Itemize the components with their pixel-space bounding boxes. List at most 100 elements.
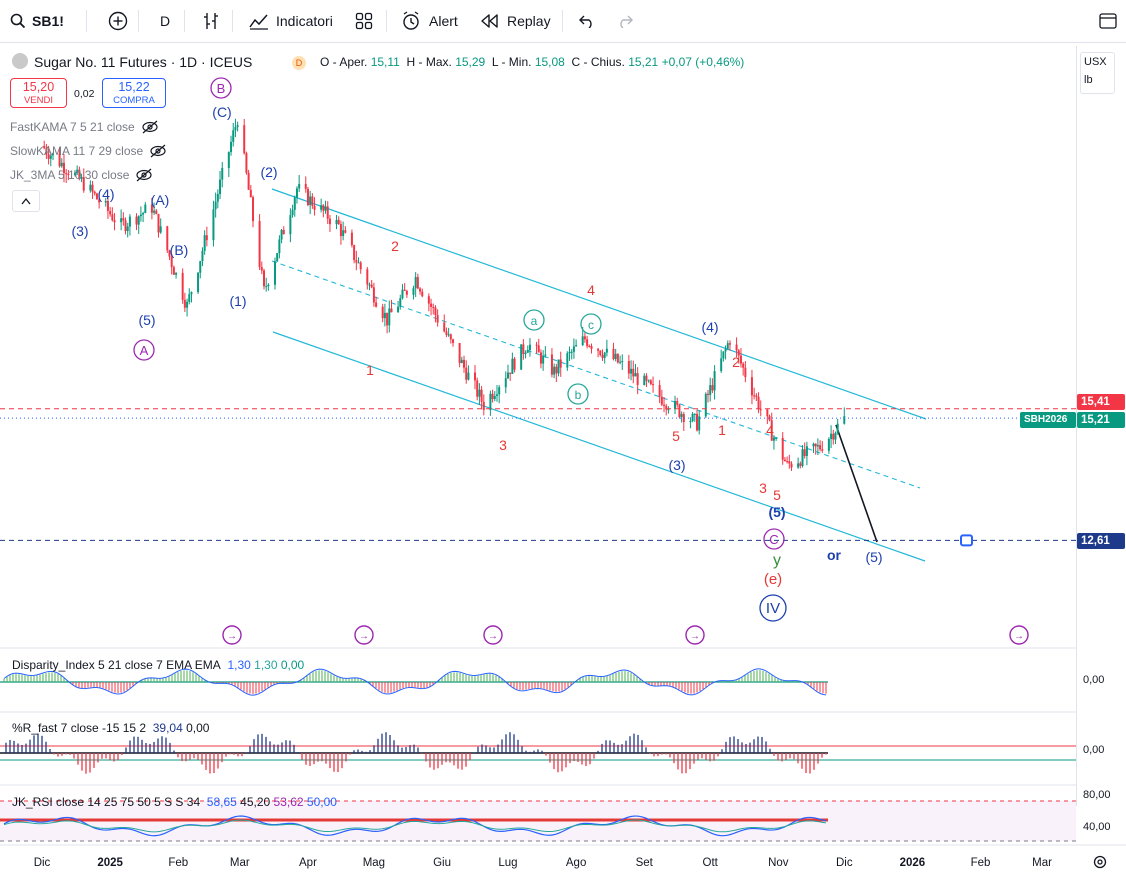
- line-handle[interactable]: [960, 534, 973, 547]
- wave-label: (3): [71, 223, 88, 239]
- candle-body: [245, 153, 248, 173]
- indicator-row-jk3ma[interactable]: JK_3MA 5 10 30 close: [10, 168, 153, 182]
- last-price-tag: 15,21: [1077, 412, 1125, 428]
- alert-button[interactable]: Alert: [401, 0, 458, 42]
- candle-body: [770, 420, 773, 441]
- candle-body: [458, 342, 461, 364]
- candle-body: [135, 216, 138, 225]
- buy-button[interactable]: 15,22 COMPRA: [102, 78, 166, 108]
- candle-body: [82, 177, 85, 191]
- interval-button[interactable]: D: [160, 0, 170, 42]
- candle-body: [616, 353, 619, 363]
- event-marker-icon[interactable]: [354, 625, 374, 645]
- wave-label: (5): [768, 504, 785, 520]
- channel-upper-line[interactable]: [271, 188, 927, 420]
- candle-body: [570, 351, 573, 353]
- candle-body: [282, 229, 285, 235]
- compare-symbol-button[interactable]: [108, 0, 128, 42]
- indicator-row-slowkama[interactable]: SlowKAMA 11 7 29 close: [10, 144, 167, 158]
- candle-body: [627, 361, 630, 374]
- disparity-value-2: 1,30: [254, 658, 278, 672]
- fullscreen-button[interactable]: [1098, 0, 1118, 42]
- candle-body: [166, 226, 169, 251]
- time-tick-label: Mar: [230, 857, 250, 869]
- eye-hidden-icon[interactable]: [141, 120, 159, 134]
- candle-body: [412, 288, 415, 295]
- candle-body: [236, 125, 239, 128]
- candle-body: [803, 449, 806, 456]
- time-tick-label: 2026: [900, 857, 926, 869]
- chart-type-button[interactable]: [202, 0, 220, 42]
- candle-body: [45, 148, 48, 155]
- eye-hidden-icon[interactable]: [135, 168, 153, 182]
- time-tick-label: Ago: [566, 857, 586, 869]
- currency-unit: USX: [1084, 56, 1107, 68]
- candle-body: [834, 432, 837, 440]
- ohlc-values: O - Aper. 15,11 H - Max. 15,29 L - Min. …: [320, 55, 744, 69]
- candle-body: [243, 125, 246, 154]
- rsi-value-1: 58,65: [206, 795, 237, 809]
- layouts-button[interactable]: [355, 0, 373, 42]
- indicator-label: FastKAMA 7 5 21 close: [10, 120, 135, 134]
- candle-body: [98, 199, 101, 203]
- candle-body: [652, 384, 655, 386]
- event-marker-icon[interactable]: [685, 625, 705, 645]
- candle-body: [313, 205, 316, 210]
- candle-body: [678, 404, 681, 417]
- event-marker-icon[interactable]: [222, 625, 242, 645]
- sell-button[interactable]: 15,20 VENDI: [10, 78, 67, 108]
- candle-body: [172, 267, 175, 275]
- candle-body: [509, 372, 512, 374]
- candle-body: [328, 218, 331, 225]
- wave-label: (4): [701, 319, 718, 335]
- redo-button[interactable]: [616, 0, 634, 42]
- candle-body: [67, 174, 70, 176]
- candle-body: [51, 153, 54, 156]
- undo-button[interactable]: [578, 0, 596, 42]
- candle-body: [230, 141, 233, 153]
- candle-body: [696, 413, 699, 431]
- candle-body: [674, 401, 677, 410]
- rsi-value-2: 45,20: [240, 795, 271, 809]
- candle-body: [324, 206, 327, 211]
- projection-line[interactable]: [835, 424, 878, 543]
- candle-body: [504, 378, 507, 388]
- collapse-legend-button[interactable]: [12, 190, 40, 212]
- candle-body: [737, 350, 740, 356]
- channel-mid-line[interactable]: [271, 260, 921, 489]
- candle-body: [630, 368, 633, 374]
- candle-body: [386, 312, 389, 326]
- event-marker-icon[interactable]: [483, 625, 503, 645]
- candle-body: [372, 287, 375, 303]
- change-value: +0,07 (+0,46%): [661, 55, 745, 69]
- indicators-button[interactable]: Indicatori: [249, 0, 333, 42]
- redo-icon: [620, 15, 633, 28]
- currency-unit-selector[interactable]: USX lb: [1080, 52, 1115, 94]
- symbol-search-button[interactable]: SB1!: [10, 0, 64, 42]
- event-marker-icon[interactable]: [1009, 625, 1029, 645]
- high-label: H - Max.: [406, 55, 452, 69]
- chart-settings-button[interactable]: [1092, 854, 1108, 875]
- candle-body: [175, 272, 178, 275]
- candle-body: [434, 307, 437, 316]
- candle-body: [520, 344, 523, 370]
- toolbar-divider: [138, 10, 139, 32]
- toolbar-divider: [562, 10, 563, 32]
- time-tick-label: Lug: [498, 857, 517, 869]
- eye-hidden-icon[interactable]: [149, 144, 167, 158]
- low-value: 15,08: [534, 55, 565, 69]
- candle-body: [73, 172, 76, 175]
- toolbar-divider: [386, 10, 387, 32]
- candle-body: [150, 204, 153, 213]
- channel-lower-line[interactable]: [272, 331, 926, 562]
- candle-body: [599, 350, 602, 355]
- willr-pane-label: %R_fast 7 close -15 15 2 39,04 0,00: [12, 721, 209, 735]
- candle-body: [311, 196, 314, 206]
- chevron-up-icon: [21, 197, 31, 205]
- candle-body: [234, 127, 237, 131]
- indicator-row-fastkama[interactable]: FastKAMA 7 5 21 close: [10, 120, 159, 134]
- replay-button[interactable]: Replay: [481, 0, 551, 42]
- symbol-logo: [12, 53, 28, 69]
- disparity-axis-label: 0,00: [1083, 674, 1105, 686]
